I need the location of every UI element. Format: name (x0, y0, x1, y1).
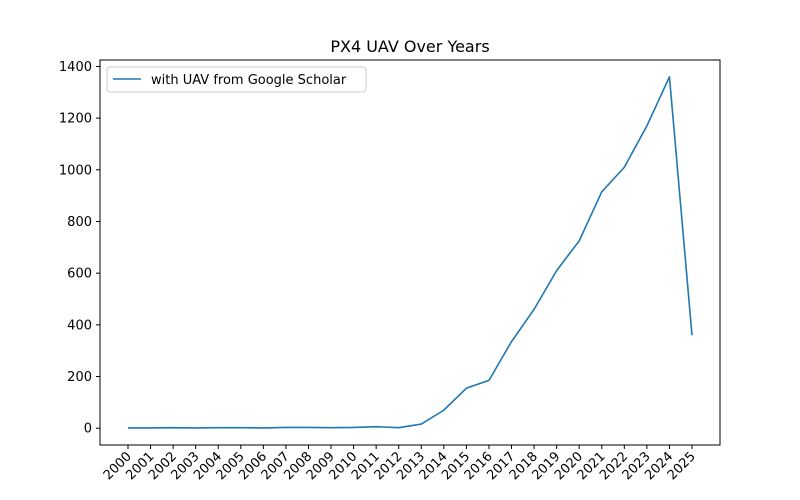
y-tick-label: 0 (84, 422, 92, 437)
legend: with UAV from Google Scholar (106, 66, 367, 93)
y-tick-label: 800 (67, 215, 92, 230)
y-tick-label: 600 (67, 267, 92, 282)
y-tick-label: 1200 (59, 112, 92, 127)
chart-title: PX4 UAV Over Years (330, 37, 489, 56)
y-tick-label: 200 (67, 370, 92, 385)
y-tick-label: 1000 (59, 163, 92, 178)
legend-label: with UAV from Google Scholar (151, 73, 347, 88)
x-axis: 2000200120022003200420052006200720082009… (101, 445, 699, 483)
series-layer (128, 76, 693, 429)
y-axis: 0 200 400 600 800 1000 1200 1400 (59, 60, 100, 437)
series-line (128, 76, 693, 429)
plot-area-frame (99, 59, 721, 446)
y-tick-label: 400 (67, 318, 92, 333)
legend-box (106, 66, 367, 93)
y-tick-label: 1400 (59, 60, 92, 75)
